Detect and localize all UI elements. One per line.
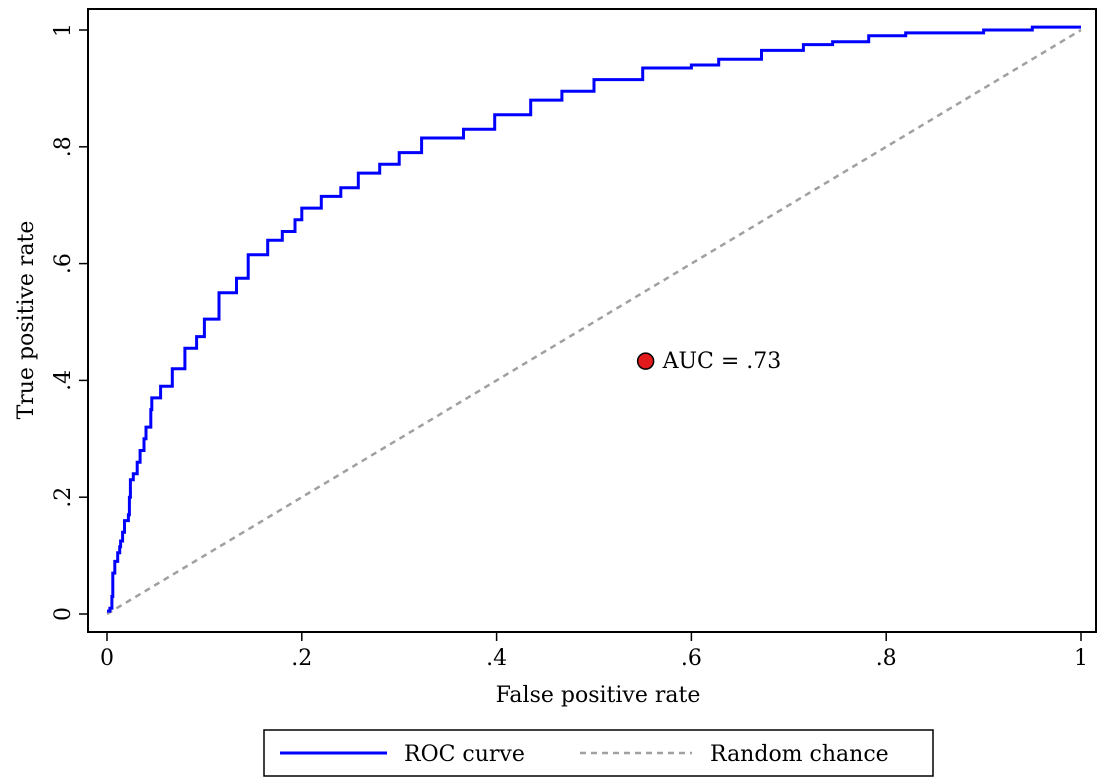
x-axis-title: False positive rate bbox=[496, 683, 701, 708]
y-tick-label: .6 bbox=[51, 253, 76, 274]
y-tick-label: .8 bbox=[51, 136, 76, 157]
x-tick-label: .8 bbox=[876, 646, 897, 671]
legend-label-roc-curve: ROC curve bbox=[404, 742, 525, 767]
y-tick-label: 0 bbox=[51, 607, 76, 621]
y-tick-label: .2 bbox=[51, 487, 76, 508]
auc-label: AUC = .73 bbox=[662, 349, 782, 374]
x-tick-label: .2 bbox=[291, 646, 312, 671]
x-tick-label: .4 bbox=[486, 646, 507, 671]
legend-label-random-chance: Random chance bbox=[710, 742, 889, 767]
x-tick-label: 0 bbox=[100, 646, 114, 671]
legend: ROC curve Random chance bbox=[264, 730, 933, 776]
x-tick-label: 1 bbox=[1074, 646, 1088, 671]
auc-marker bbox=[638, 353, 654, 369]
plot-area bbox=[88, 9, 1096, 632]
y-axis-title: True positive rate bbox=[14, 221, 39, 420]
y-axis: 0 .2 .4 .6 .8 1 bbox=[51, 23, 88, 621]
x-axis: 0 .2 .4 .6 .8 1 bbox=[100, 632, 1088, 671]
x-tick-label: .6 bbox=[681, 646, 702, 671]
y-tick-label: 1 bbox=[51, 23, 76, 37]
y-tick-label: .4 bbox=[51, 370, 76, 391]
